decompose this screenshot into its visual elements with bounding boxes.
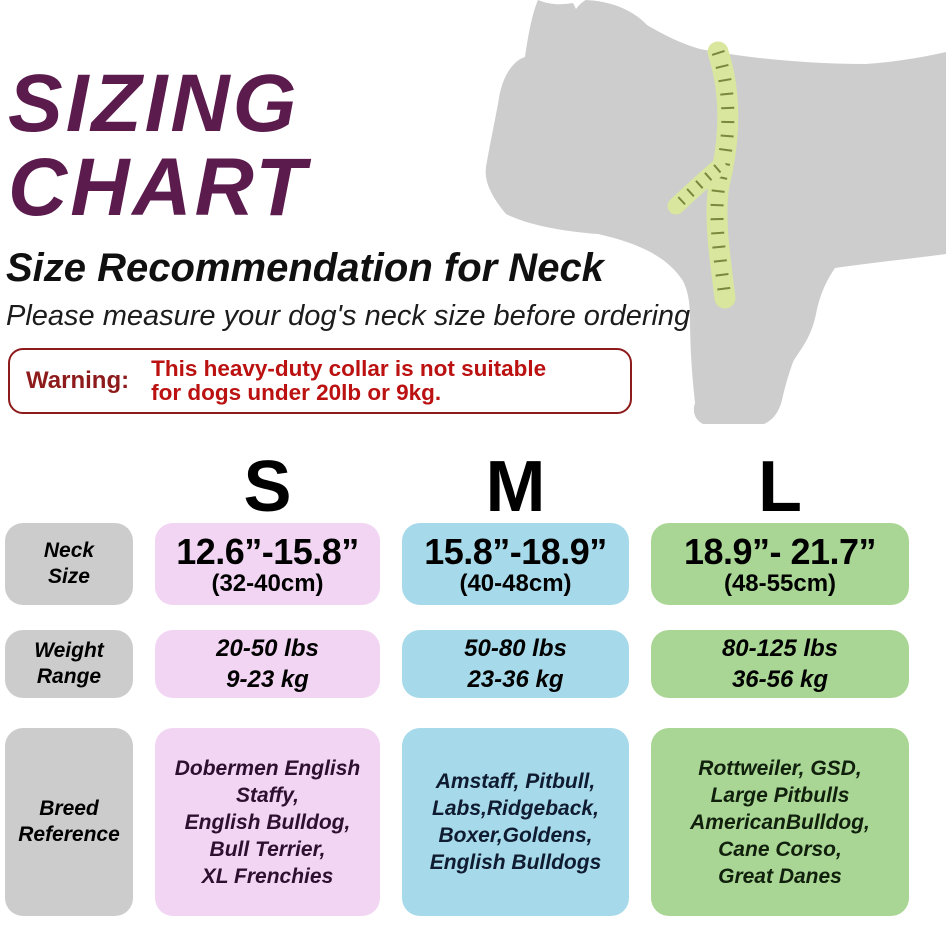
breed-reference-text-m: Amstaff, Pitbull, Labs,Ridgeback, Boxer,… xyxy=(429,770,602,874)
warning-box: Warning: This heavy-duty collar is not s… xyxy=(8,348,632,414)
dog-silhouette-graphic xyxy=(485,0,946,424)
row-label-breed-reference: Breed Reference xyxy=(5,728,133,916)
neck-size-cell-l: 18.9”- 21.7” (48-55cm) xyxy=(651,523,909,605)
neck-size-cm-m: (40-48cm) xyxy=(459,569,572,597)
neck-size-cell-m: 15.8”-18.9” (40-48cm) xyxy=(402,523,629,605)
weight-range-text-s: 20-50 lbs 9-23 kg xyxy=(216,635,319,693)
neck-size-inches-s: 12.6”-15.8” xyxy=(176,530,359,572)
neck-size-cm-s: (32-40cm) xyxy=(211,569,324,597)
row-label-neck-size: Neck Size xyxy=(5,523,133,605)
size-header-l: L xyxy=(758,447,802,527)
weight-range-text-m: 50-80 lbs 23-36 kg xyxy=(464,635,567,693)
neck-size-row: Neck Size 12.6”-15.8” (32-40cm) 15.8”-18… xyxy=(5,523,911,605)
page-subtitle: Size Recommendation for Neck xyxy=(6,246,604,290)
weight-range-row: Weight Range 20-50 lbs 9-23 kg 50-80 lbs… xyxy=(5,630,911,698)
page-title-line-1: SIZING xyxy=(8,58,300,149)
size-header-row: S M L xyxy=(5,447,911,527)
measure-instruction: Please measure your dog's neck size befo… xyxy=(6,300,691,332)
breed-reference-row: Breed Reference Dobermen English Staffy,… xyxy=(5,728,911,916)
page-title-line-2: CHART xyxy=(8,142,309,233)
neck-size-inches-l: 18.9”- 21.7” xyxy=(683,530,877,572)
neck-size-cell-s: 12.6”-15.8” (32-40cm) xyxy=(155,523,380,605)
size-table: S M L Neck Size 12.6”-15.8” (32-40cm) 15… xyxy=(5,447,911,916)
weight-range-cell-m: 50-80 lbs 23-36 kg xyxy=(402,630,629,698)
measuring-tape-icon xyxy=(667,41,739,309)
neck-size-cm-l: (48-55cm) xyxy=(723,569,837,597)
breed-reference-text-l: Rottweiler, GSD, Large Pitbulls American… xyxy=(690,756,870,888)
weight-range-cell-l: 80-125 lbs 36-56 kg xyxy=(651,630,909,698)
breed-reference-cell-l: Rottweiler, GSD, Large Pitbulls American… xyxy=(651,728,909,916)
size-header-s: S xyxy=(243,447,292,527)
neck-size-inches-m: 15.8”-18.9” xyxy=(424,530,607,572)
page-title: SIZING CHART xyxy=(8,62,308,230)
breed-reference-text-s: Dobermen English Staffy, English Bulldog… xyxy=(174,756,361,888)
warning-label: Warning: xyxy=(26,367,130,394)
weight-range-cell-s: 20-50 lbs 9-23 kg xyxy=(155,630,380,698)
weight-range-text-l: 80-125 lbs 36-56 kg xyxy=(721,635,839,693)
warning-message: This heavy-duty collar is not suitable f… xyxy=(151,356,547,405)
size-header-m: M xyxy=(485,447,546,527)
breed-reference-cell-m: Amstaff, Pitbull, Labs,Ridgeback, Boxer,… xyxy=(402,728,629,916)
row-label-weight-range: Weight Range xyxy=(5,630,133,698)
breed-reference-cell-s: Dobermen English Staffy, English Bulldog… xyxy=(155,728,380,916)
